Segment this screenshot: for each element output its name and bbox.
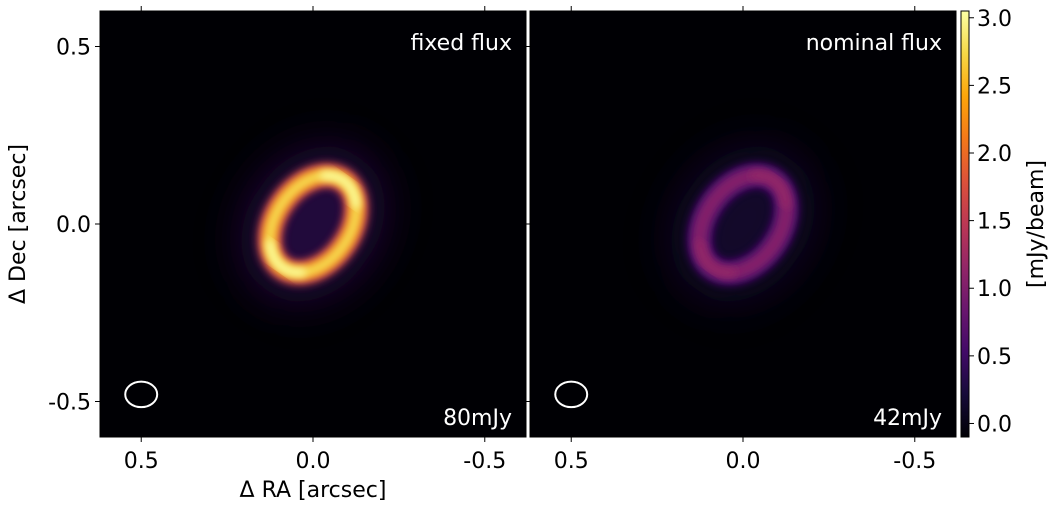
emission-ring [671, 146, 815, 302]
y-axis-ticks: 0.5 0.0 -0.5 [48, 36, 531, 416]
colorbar-tick-label: 3.0 [977, 7, 1012, 32]
ring-bright-arc [319, 170, 361, 209]
colorbar-tick-label: 1.0 [977, 277, 1012, 302]
panel-label-nominal-flux: nominal flux [806, 31, 942, 56]
colorbar-ticks: 0.0 0.5 1.0 1.5 2.0 2.5 3.0 [969, 7, 1012, 437]
colorbar-tick-label: 2.0 [977, 142, 1012, 167]
ring-bright-arc [695, 239, 737, 278]
x-axis-label: Δ RA [arcsec] [240, 478, 387, 503]
beam-ellipse [554, 380, 589, 409]
panel-fixed-flux: fixed flux 80mJy [99, 10, 527, 438]
colorbar-tick-label: 2.5 [977, 74, 1012, 99]
y-tick-label: 0.0 [56, 213, 91, 238]
ring-bright-arc [265, 239, 307, 278]
y-tick-label: -0.5 [48, 391, 91, 416]
flux-label-80mjy: 80mJy [443, 406, 512, 431]
x-tick-label: -0.5 [463, 449, 506, 474]
ring-bright-arc [749, 170, 791, 209]
x-axis-ticks: 0.5 0.0 -0.5 0.5 0.0 -0.5 [124, 6, 936, 474]
flux-label-42mjy: 42mJy [873, 406, 942, 431]
x-tick-label: -0.5 [893, 449, 936, 474]
x-tick-label: 0.0 [726, 449, 761, 474]
colorbar-tick-label: 0.0 [977, 412, 1012, 437]
panel-nominal-flux: nominal flux 42mJy [529, 10, 957, 438]
colorbar-gradient [960, 10, 970, 438]
y-axis-label: Δ Dec [arcsec] [6, 144, 31, 304]
colorbar-label: [mJy/beam] [1024, 160, 1049, 288]
emission-ring [241, 146, 385, 302]
x-tick-label: 0.5 [554, 449, 589, 474]
colorbar-tick-label: 1.5 [977, 210, 1012, 235]
colorbar-tick-label: 0.5 [977, 345, 1012, 370]
x-tick-label: 0.5 [124, 449, 159, 474]
colorbar: 0.0 0.5 1.0 1.5 2.0 2.5 3.0 [mJy/beam] [960, 7, 1049, 438]
panel-label-fixed-flux: fixed flux [410, 31, 512, 56]
y-tick-label: 0.5 [56, 36, 91, 61]
beam-ellipse [124, 380, 159, 409]
x-tick-label: 0.0 [296, 449, 331, 474]
